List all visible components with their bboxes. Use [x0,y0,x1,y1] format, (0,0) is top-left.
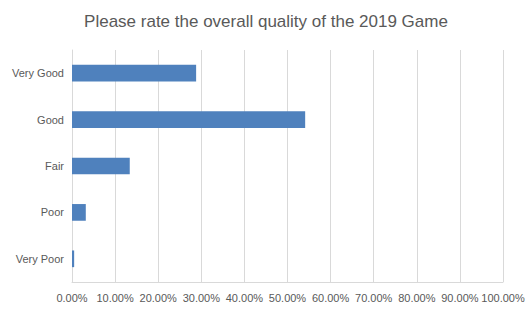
svg-text:20.00%: 20.00% [140,292,178,304]
svg-text:Please rate the overall qualit: Please rate the overall quality of the 2… [84,12,448,31]
svg-text:30.00%: 30.00% [183,292,221,304]
svg-text:60.00%: 60.00% [312,292,350,304]
svg-text:40.00%: 40.00% [226,292,264,304]
svg-text:10.00%: 10.00% [96,292,134,304]
svg-text:0.00%: 0.00% [56,292,87,304]
svg-text:50.00%: 50.00% [269,292,307,304]
svg-text:Very Good: Very Good [12,67,64,79]
svg-text:Good: Good [37,114,64,126]
svg-text:90.00%: 90.00% [441,292,479,304]
svg-text:Fair: Fair [45,160,64,172]
svg-text:Poor: Poor [41,206,65,218]
svg-text:100.00%: 100.00% [481,292,525,304]
svg-text:80.00%: 80.00% [398,292,436,304]
svg-text:Very Poor: Very Poor [16,253,65,265]
svg-text:70.00%: 70.00% [355,292,393,304]
